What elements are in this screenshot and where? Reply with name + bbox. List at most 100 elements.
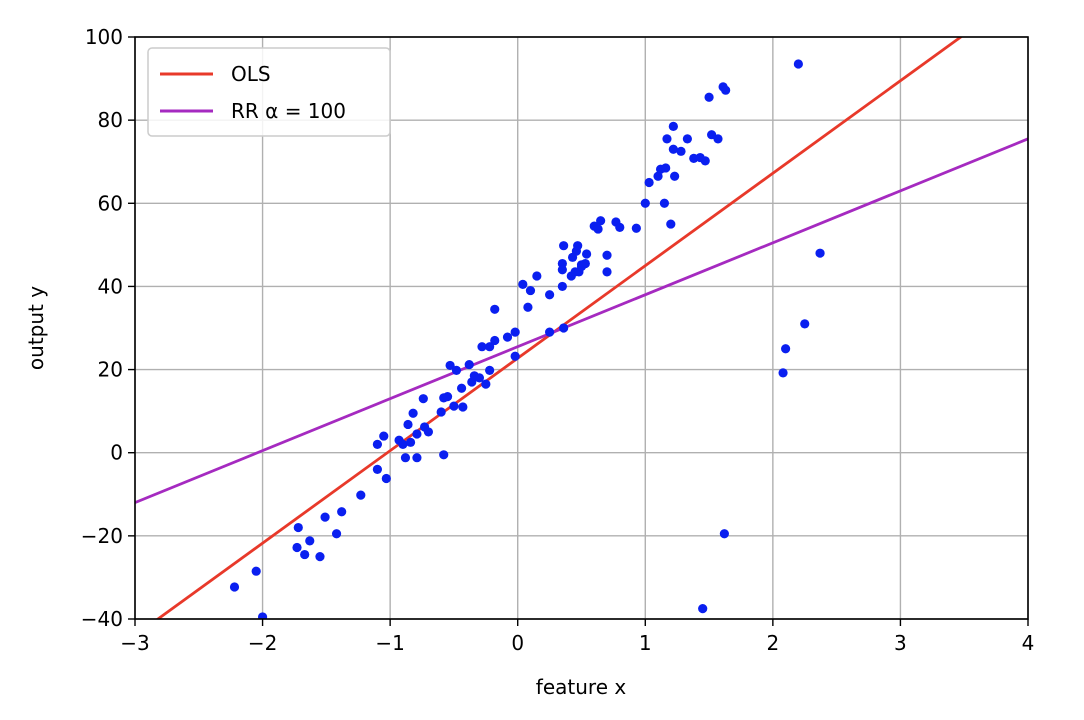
data-point (676, 146, 686, 156)
data-point (698, 604, 708, 614)
data-point (793, 59, 803, 69)
data-point (381, 473, 391, 484)
data-point (532, 271, 542, 281)
data-point (398, 439, 408, 449)
axis-ticks: −3 −2 −1 0 1 2 3 4 −40 −20 0 20 40 60 80 100 (81, 25, 1035, 655)
data-point (477, 342, 487, 352)
legend-label-ols: OLS (231, 62, 271, 86)
x-tick-label: 1 (639, 631, 652, 655)
data-point (423, 427, 434, 437)
data-point (490, 304, 500, 314)
data-point (593, 224, 603, 234)
data-point (292, 542, 302, 553)
data-point (644, 177, 654, 188)
data-point (439, 450, 449, 460)
data-point (721, 85, 731, 95)
data-point (778, 368, 788, 378)
data-point (412, 429, 422, 439)
rr-line (135, 137, 1028, 504)
y-tick-label: 100 (85, 25, 123, 49)
legend: OLS RR α = 100 (147, 47, 391, 137)
data-point (559, 241, 569, 251)
data-point (320, 512, 330, 522)
data-point (559, 323, 569, 333)
x-axis-label: feature x (536, 675, 627, 699)
data-point (356, 490, 366, 500)
data-point (525, 285, 536, 296)
data-point (573, 241, 583, 251)
data-point (458, 402, 468, 412)
data-point (251, 566, 261, 576)
data-point (400, 453, 411, 463)
data-point (719, 529, 729, 539)
legend-box (147, 47, 391, 137)
data-point (408, 408, 418, 418)
legend-label-rr: RR α = 100 (231, 99, 346, 123)
data-point (449, 401, 459, 411)
data-point (436, 407, 446, 417)
data-point (293, 522, 303, 533)
data-point (523, 302, 533, 312)
data-point (580, 258, 590, 269)
data-point (372, 464, 382, 474)
data-point (666, 219, 676, 229)
y-tick-label: 60 (98, 191, 123, 215)
data-point (781, 344, 791, 354)
data-point (640, 198, 650, 208)
data-point (305, 536, 315, 546)
data-point (474, 373, 485, 383)
y-tick-label: 80 (98, 108, 123, 132)
y-axis-label: output y (24, 286, 48, 370)
data-point (662, 134, 672, 144)
data-point (545, 327, 555, 337)
data-point (372, 439, 382, 449)
data-point (557, 281, 567, 292)
y-tick-label: 0 (110, 441, 123, 465)
data-point (485, 365, 495, 376)
data-point (331, 529, 342, 539)
x-tick-label: 2 (766, 631, 779, 655)
data-point (661, 163, 671, 173)
data-point (418, 394, 428, 404)
data-point (412, 453, 422, 463)
x-tick-label: −2 (248, 631, 277, 655)
data-point (670, 171, 680, 181)
data-point (518, 279, 528, 289)
x-tick-label: 3 (894, 631, 907, 655)
y-tick-label: −40 (81, 607, 123, 631)
data-point (668, 144, 678, 154)
data-point (510, 327, 520, 337)
data-point (456, 383, 467, 393)
plot-area (135, 37, 1028, 619)
data-point (510, 351, 520, 361)
y-tick-label: 20 (98, 358, 123, 382)
data-point (615, 222, 625, 232)
x-tick-label: −3 (120, 631, 149, 655)
data-point (582, 249, 592, 259)
data-point (815, 248, 825, 258)
x-tick-label: 0 (511, 631, 524, 655)
data-point (300, 549, 310, 560)
data-point (668, 121, 678, 131)
data-point (464, 359, 474, 370)
plot-frame (134, 36, 1029, 620)
data-point (557, 265, 567, 275)
data-point (659, 198, 670, 208)
data-point (229, 582, 240, 592)
grid (134, 36, 1029, 620)
data-point (490, 335, 500, 346)
data-point (405, 437, 416, 447)
data-point (713, 134, 723, 144)
x-tick-label: 4 (1022, 631, 1035, 655)
data-point (602, 267, 612, 277)
data-point (442, 391, 453, 402)
x-tick-label: −1 (375, 631, 404, 655)
data-point (653, 171, 663, 181)
data-point (485, 342, 495, 352)
data-point (379, 431, 389, 441)
data-point (545, 290, 555, 300)
data-point (631, 223, 641, 233)
data-point (403, 419, 413, 430)
data-point (502, 332, 513, 342)
